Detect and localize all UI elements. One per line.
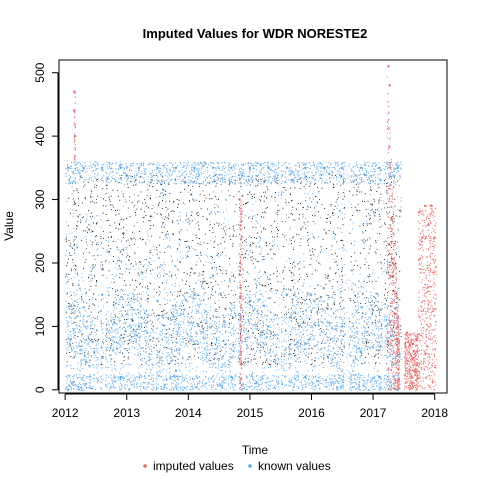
- imputed-point: [390, 217, 393, 220]
- gap: [236, 161, 238, 390]
- imputed-point: [238, 261, 242, 265]
- known-point: [285, 166, 289, 169]
- known-point: [82, 306, 85, 309]
- known-point: [304, 166, 307, 169]
- imputed-point: [433, 236, 436, 239]
- legend-imputed-marker: [143, 464, 147, 468]
- imputed-point: [389, 166, 392, 169]
- imputed-point: [427, 223, 430, 227]
- known-point: [359, 350, 362, 353]
- imputed-point: [408, 344, 412, 347]
- legend: imputed values known values: [143, 459, 331, 473]
- imputed-point: [239, 325, 242, 328]
- gap: [279, 161, 281, 390]
- known-point: [248, 166, 252, 169]
- y-tick-label: 200: [33, 253, 47, 273]
- y-axis-label: Value: [2, 211, 16, 241]
- known-point: [100, 166, 104, 169]
- imputed-point: [430, 204, 433, 208]
- imputed-point: [418, 211, 421, 214]
- gap: [226, 161, 228, 390]
- imputed-point: [73, 134, 77, 138]
- known-point: [193, 293, 196, 296]
- gap: [382, 161, 384, 390]
- known-point: [341, 166, 344, 169]
- known-point: [378, 375, 381, 379]
- imputed-point: [395, 337, 398, 341]
- known-point: [341, 325, 344, 328]
- known-point: [211, 274, 215, 277]
- known-point: [267, 166, 270, 169]
- legend-known-marker: [248, 464, 252, 468]
- known-point: [230, 375, 233, 379]
- known-point: [322, 287, 325, 290]
- known-point: [119, 375, 122, 379]
- known-point: [396, 166, 399, 169]
- imputed-point: [405, 331, 409, 334]
- data-layer: [65, 65, 437, 391]
- known-point: [396, 388, 399, 391]
- known-point: [174, 369, 178, 372]
- imputed-point: [421, 236, 424, 239]
- known-point: [304, 375, 307, 379]
- imputed-point: [387, 65, 390, 68]
- known-point: [193, 166, 196, 169]
- gap: [345, 161, 347, 390]
- y-tick-label: 400: [33, 126, 47, 146]
- known-point: [378, 166, 381, 169]
- known-point: [267, 325, 270, 328]
- known-point: [156, 166, 159, 169]
- imputed-point: [411, 356, 415, 360]
- y-axis: 0 100 200 300 400 500: [33, 62, 59, 393]
- known-point: [156, 299, 159, 303]
- known-point: [119, 166, 122, 169]
- known-point: [82, 166, 85, 169]
- imputed-point: [73, 90, 76, 93]
- x-tick-label: 2013: [113, 406, 140, 420]
- known-point: [67, 166, 70, 169]
- imputed-point: [393, 312, 396, 315]
- x-tick-label: 2017: [360, 406, 387, 420]
- known-point: [67, 388, 70, 391]
- known-point: [230, 166, 233, 169]
- y-tick-label: 0: [33, 386, 47, 393]
- x-tick-label: 2014: [175, 406, 202, 420]
- x-tick-label: 2018: [421, 406, 448, 420]
- known-point: [100, 293, 104, 296]
- gap: [347, 161, 349, 390]
- known-point: [174, 166, 178, 169]
- known-point: [137, 325, 141, 328]
- y-tick-label: 100: [33, 316, 47, 336]
- x-axis-label: Time: [242, 443, 269, 457]
- gap: [286, 161, 289, 390]
- x-tick-label: 2016: [298, 406, 325, 420]
- x-tick-label: 2012: [52, 406, 79, 420]
- known-point: [359, 166, 362, 169]
- chart-title: Imputed Values for WDR NORESTE2: [143, 26, 368, 41]
- y-tick-label: 500: [33, 62, 47, 82]
- legend-imputed-label: imputed values: [153, 459, 234, 473]
- known-point: [137, 166, 141, 169]
- plot-frame: [58, 59, 448, 394]
- legend-known-label: known values: [258, 459, 331, 473]
- gap: [103, 161, 106, 390]
- imputed-point: [240, 363, 243, 366]
- gap: [99, 161, 101, 390]
- x-tick-label: 2015: [237, 406, 264, 420]
- imputed-point: [415, 337, 418, 341]
- known-point: [211, 166, 215, 169]
- gap: [154, 161, 156, 390]
- y-tick-label: 300: [33, 189, 47, 209]
- imputed-point: [388, 84, 391, 87]
- x-axis: 2012 2013 2014 2015 2016 2017 2018: [52, 393, 448, 420]
- known-point: [285, 293, 289, 296]
- imputed-point: [391, 261, 394, 265]
- known-point: [322, 166, 325, 169]
- imputed-point: [424, 204, 427, 208]
- imputed-point: [238, 198, 241, 201]
- known-point: [248, 299, 252, 303]
- imputed-point: [73, 109, 76, 112]
